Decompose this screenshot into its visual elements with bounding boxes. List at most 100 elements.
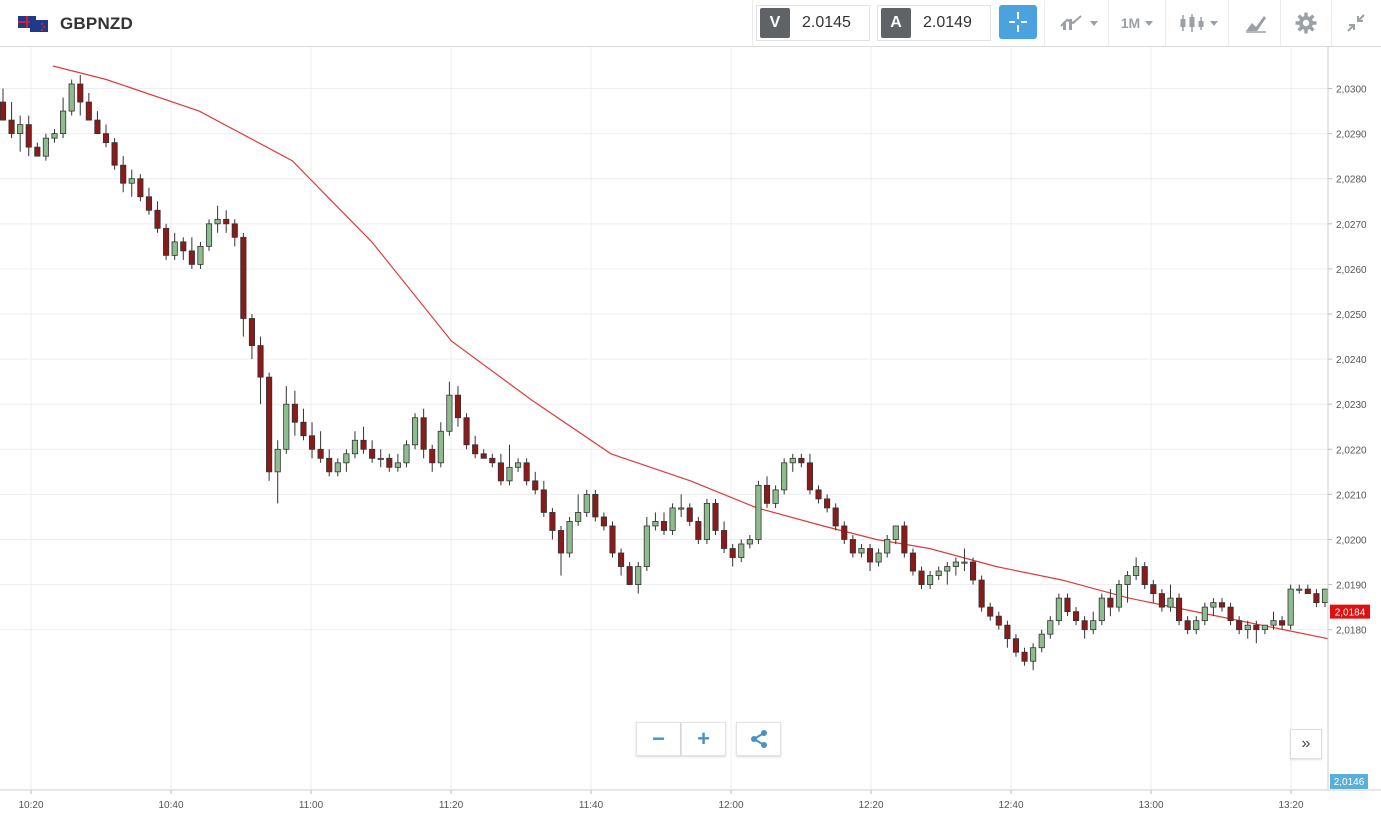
candle	[678, 494, 685, 517]
scroll-to-latest-button[interactable]: »	[1290, 729, 1322, 759]
chart-type-button[interactable]	[1050, 5, 1106, 41]
candle	[351, 431, 359, 459]
candle-body	[944, 566, 951, 572]
toolbar-divider	[1044, 0, 1045, 46]
candle-body	[1167, 597, 1174, 608]
candle	[102, 124, 110, 148]
toolbar-divider	[752, 0, 753, 46]
candle-body	[266, 376, 273, 473]
drawing-tools-button[interactable]	[1234, 5, 1278, 41]
candle	[240, 232, 247, 337]
zoom-out-button[interactable]: −	[636, 722, 681, 756]
candle-body	[660, 521, 668, 531]
timeframe-button[interactable]: 1M	[1112, 5, 1162, 41]
cursor-price-tag	[1330, 774, 1368, 789]
collapse-button[interactable]	[1336, 5, 1376, 41]
time-tick-label: 13:00	[1138, 800, 1163, 811]
last-price-tag	[1330, 604, 1370, 619]
candle	[463, 413, 470, 450]
candle-body	[34, 146, 41, 157]
candle-body	[274, 448, 281, 473]
candle-body	[506, 466, 513, 482]
candle	[1098, 593, 1105, 626]
candle-body	[120, 164, 127, 184]
candle-body	[42, 137, 49, 157]
candle-body	[1193, 620, 1200, 631]
candle-body	[918, 570, 925, 585]
price-tick-label: 2,0240	[1336, 355, 1367, 366]
price-chart[interactable]: 2,0300 2,0290 2,0280 2,0270 2,0260 2,0250 2,02…	[0, 47, 1381, 822]
price-tick-label: 2,0180	[1336, 626, 1367, 637]
candle	[137, 174, 144, 202]
candle	[935, 566, 942, 581]
chart-type-icon	[1059, 15, 1082, 30]
price-tick-label: 2,0200	[1336, 535, 1367, 546]
price-tick-label: 2,0270	[1336, 220, 1367, 231]
candle	[154, 201, 161, 233]
price-tick-label: 2,0260	[1336, 265, 1367, 276]
candle-body	[686, 507, 693, 522]
cursor-price-label: 2,0146	[1334, 777, 1365, 788]
candle-body	[360, 439, 367, 450]
instrument-symbol: GBPNZD	[60, 14, 133, 33]
candle	[1270, 611, 1277, 630]
moving-average-line	[52, 65, 1329, 640]
candle	[1072, 607, 1080, 626]
candle-body	[961, 561, 968, 564]
candle	[1090, 611, 1097, 635]
candle-body	[1107, 597, 1114, 608]
candle-body	[1150, 584, 1157, 594]
candle	[549, 507, 556, 540]
settings-button[interactable]	[1284, 5, 1328, 41]
candle-body	[1064, 597, 1071, 613]
candle-body	[437, 430, 444, 464]
candle	[1158, 589, 1165, 612]
candle-body	[592, 493, 599, 518]
zoom-in-button[interactable]: +	[681, 722, 726, 756]
candle-body	[557, 530, 565, 554]
candle-body	[317, 448, 324, 459]
time-tick-label: 10:40	[158, 800, 183, 811]
candle	[214, 205, 221, 233]
candle	[1244, 620, 1251, 639]
instrument-selector[interactable]: GBPNZD	[18, 12, 133, 36]
share-button[interactable]	[736, 722, 781, 756]
candle-body	[489, 457, 496, 464]
candle	[566, 516, 573, 558]
candle-body	[1270, 620, 1277, 626]
candle-body	[875, 552, 882, 563]
candle-body	[25, 124, 32, 148]
candle-style-button[interactable]	[1170, 5, 1226, 41]
candle	[266, 372, 273, 481]
candle	[866, 543, 874, 572]
candle-body	[197, 245, 204, 265]
candle-body	[935, 570, 942, 576]
candle	[1201, 602, 1208, 626]
buy-label: A	[881, 8, 911, 38]
price-tick-label: 2,0290	[1336, 130, 1367, 141]
candle-body	[781, 462, 788, 491]
candle	[1055, 593, 1062, 626]
candle	[360, 426, 367, 454]
time-tick-label: 12:00	[718, 800, 743, 811]
toolbar-divider	[1228, 0, 1229, 46]
crosshair-button[interactable]	[999, 5, 1037, 39]
candle	[892, 525, 899, 544]
candle	[1279, 616, 1286, 630]
candle	[1038, 629, 1045, 653]
candle	[446, 381, 453, 436]
candle	[901, 521, 908, 558]
candle-body	[214, 218, 221, 225]
candle-body	[1098, 597, 1105, 622]
sell-price-button[interactable]: V 2.0145	[756, 5, 870, 41]
candle-body	[1133, 566, 1140, 576]
candle	[721, 521, 728, 554]
candle-body	[841, 525, 848, 540]
candle-body	[609, 525, 616, 554]
last-price-label: 2,0184	[1335, 608, 1366, 619]
candle-body	[515, 462, 522, 468]
buy-price-button[interactable]: A 2.0149	[877, 5, 991, 41]
candle-body	[549, 512, 556, 531]
candle-body	[1012, 638, 1020, 653]
candle	[377, 449, 384, 468]
